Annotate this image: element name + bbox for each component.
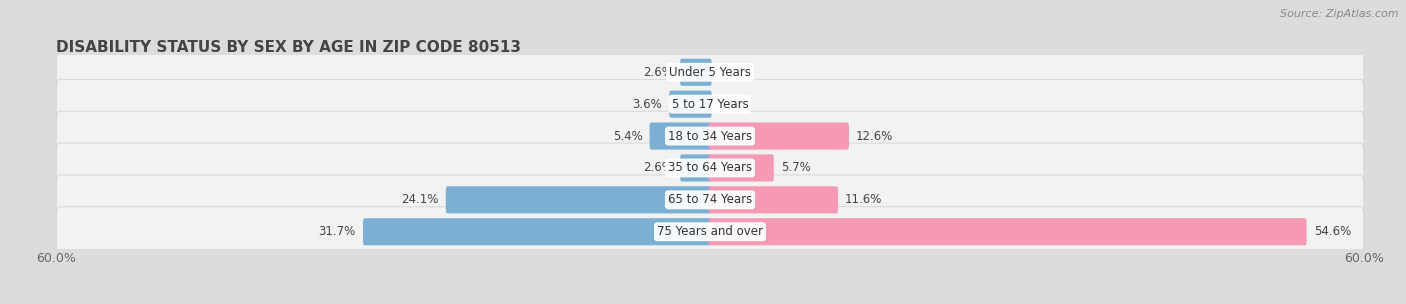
FancyBboxPatch shape	[650, 123, 711, 150]
Text: 11.6%: 11.6%	[845, 193, 883, 206]
Legend: Male, Female: Male, Female	[636, 302, 785, 304]
FancyBboxPatch shape	[56, 207, 1364, 257]
FancyBboxPatch shape	[56, 79, 1364, 129]
Text: 0.0%: 0.0%	[718, 66, 748, 79]
Text: Under 5 Years: Under 5 Years	[669, 66, 751, 79]
Text: 2.6%: 2.6%	[643, 161, 673, 174]
Text: 5.4%: 5.4%	[613, 130, 643, 143]
FancyBboxPatch shape	[363, 218, 711, 245]
Text: 54.6%: 54.6%	[1313, 225, 1351, 238]
Text: 5 to 17 Years: 5 to 17 Years	[672, 98, 748, 111]
FancyBboxPatch shape	[446, 186, 711, 213]
FancyBboxPatch shape	[709, 154, 773, 181]
FancyBboxPatch shape	[669, 91, 711, 118]
Text: 35 to 64 Years: 35 to 64 Years	[668, 161, 752, 174]
FancyBboxPatch shape	[681, 154, 711, 181]
Text: 5.7%: 5.7%	[780, 161, 811, 174]
Text: 24.1%: 24.1%	[401, 193, 439, 206]
Text: DISABILITY STATUS BY SEX BY AGE IN ZIP CODE 80513: DISABILITY STATUS BY SEX BY AGE IN ZIP C…	[56, 40, 522, 55]
FancyBboxPatch shape	[709, 218, 1306, 245]
Text: 75 Years and over: 75 Years and over	[657, 225, 763, 238]
FancyBboxPatch shape	[56, 47, 1364, 97]
FancyBboxPatch shape	[56, 175, 1364, 225]
Text: 31.7%: 31.7%	[319, 225, 356, 238]
Text: Source: ZipAtlas.com: Source: ZipAtlas.com	[1281, 9, 1399, 19]
FancyBboxPatch shape	[709, 123, 849, 150]
FancyBboxPatch shape	[681, 59, 711, 86]
Text: 2.6%: 2.6%	[643, 66, 673, 79]
FancyBboxPatch shape	[56, 111, 1364, 161]
FancyBboxPatch shape	[709, 186, 838, 213]
Text: 18 to 34 Years: 18 to 34 Years	[668, 130, 752, 143]
Text: 12.6%: 12.6%	[856, 130, 893, 143]
FancyBboxPatch shape	[56, 143, 1364, 193]
Text: 65 to 74 Years: 65 to 74 Years	[668, 193, 752, 206]
Text: 3.6%: 3.6%	[633, 98, 662, 111]
Text: 0.0%: 0.0%	[718, 98, 748, 111]
